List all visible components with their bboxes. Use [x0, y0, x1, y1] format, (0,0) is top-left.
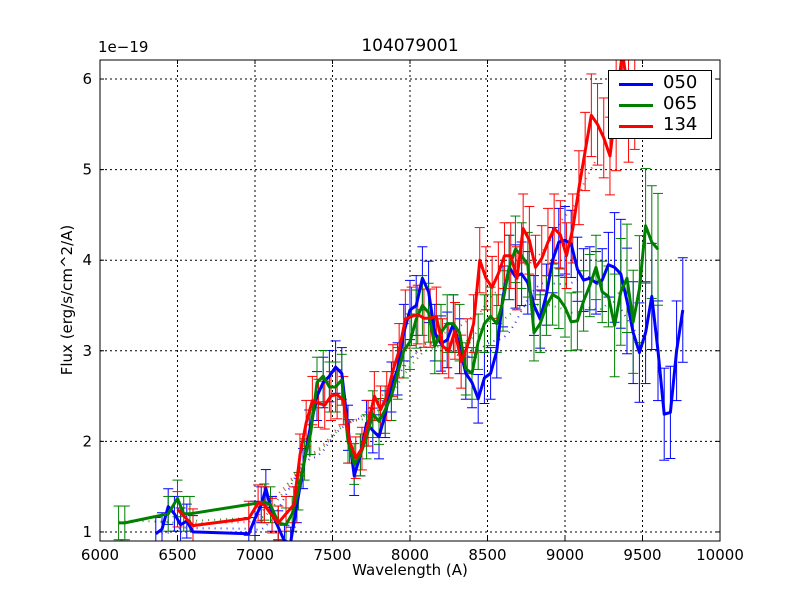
- svg-text:9500: 9500: [623, 546, 661, 564]
- svg-text:6000: 6000: [81, 546, 119, 564]
- svg-text:7500: 7500: [313, 546, 351, 564]
- legend-swatch-134: [619, 125, 653, 128]
- y-axis-label: Flux (erg/s/cm^2/A): [58, 224, 76, 376]
- legend-swatch-050: [619, 83, 653, 86]
- legend-label: 050: [663, 72, 698, 93]
- axis-tick-labels: 6000 6500 7000 7500 8000 8500 9000 9500 10000 1 2 3…: [81, 70, 744, 564]
- legend-item-065: 065: [609, 93, 711, 115]
- series-line-050: [154, 238, 685, 541]
- svg-text:3: 3: [82, 342, 92, 360]
- svg-text:8500: 8500: [468, 546, 506, 564]
- legend-label: 134: [663, 114, 698, 135]
- svg-text:9000: 9000: [546, 546, 584, 564]
- svg-text:5: 5: [82, 161, 92, 179]
- svg-text:7000: 7000: [236, 546, 274, 564]
- series-line-065: [118, 224, 660, 527]
- fit-curves: [118, 157, 646, 535]
- svg-text:10000: 10000: [696, 546, 744, 564]
- x-axis-label: Wavelength (A): [352, 561, 468, 579]
- data-series: [118, 60, 685, 541]
- svg-text:8000: 8000: [391, 546, 429, 564]
- svg-text:1: 1: [82, 523, 92, 541]
- legend-item-134: 134: [609, 114, 711, 136]
- chart-title: 104079001: [361, 36, 459, 56]
- legend-swatch-065: [619, 104, 653, 107]
- svg-text:2: 2: [82, 432, 92, 450]
- y-offset-text: 1e−19: [98, 38, 149, 56]
- svg-text:4: 4: [82, 251, 92, 269]
- svg-text:6: 6: [82, 70, 92, 88]
- axis-ticks: [99, 60, 721, 541]
- legend-label: 065: [663, 93, 698, 114]
- series-line-134: [176, 60, 637, 528]
- legend-item-050: 050: [609, 72, 711, 94]
- svg-text:6500: 6500: [158, 546, 196, 564]
- legend: 050 065 134: [608, 70, 712, 139]
